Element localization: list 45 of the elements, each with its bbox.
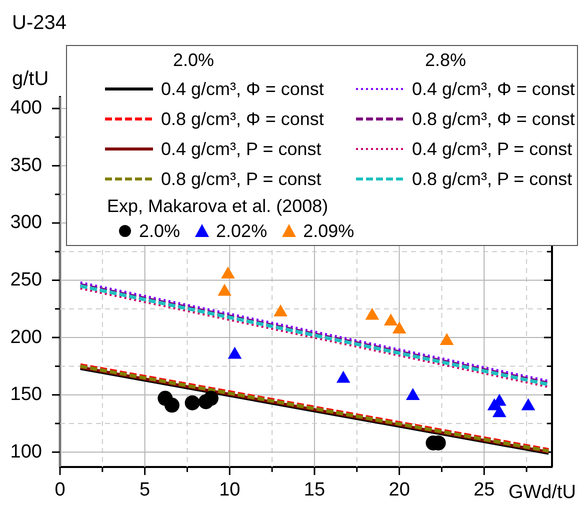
legend-label: 0.8 g/cm³, P = const (412, 168, 572, 190)
y-axis-title: g/tU (12, 68, 49, 91)
legend-label: 0.4 g/cm³, Φ = const (161, 78, 324, 100)
legend-label: 0.4 g/cm³, P = const (161, 138, 322, 160)
y-tick-label: 250 (10, 270, 42, 291)
chart-title: U-234 (12, 12, 66, 35)
text: 2.0% (172, 49, 215, 72)
y-tick-label: 100 (10, 441, 42, 462)
point (406, 388, 420, 400)
x-tick-label: 10 (219, 480, 240, 501)
point (336, 371, 350, 383)
point (274, 304, 288, 316)
point (164, 398, 180, 413)
x-tick-label: 15 (304, 480, 326, 501)
point (392, 322, 406, 334)
y-tick-label: 200 (10, 326, 42, 348)
y-tick-label: 300 (10, 212, 42, 234)
legend-label: 0.4 g/cm³, P = const (412, 138, 572, 160)
legend-label: 0.8 g/cm³, P = const (161, 168, 322, 190)
point (384, 314, 398, 326)
y-tick-label: 400 (10, 98, 42, 119)
point (203, 390, 218, 406)
y-tick-label: 150 (10, 384, 42, 406)
x-tick-label: 20 (388, 480, 410, 501)
x-axis-title: GWd/tU (508, 482, 576, 504)
legend-label: 2.02% (216, 220, 268, 242)
y-tick-label: 350 (10, 154, 42, 176)
point (228, 347, 242, 359)
legend-label: 0.8 g/cm³, Φ = const (161, 108, 324, 130)
point (440, 333, 454, 345)
point (522, 398, 535, 410)
point (184, 395, 200, 410)
legend-label: 2.09% (303, 220, 354, 242)
x-tick-label: 0 (54, 480, 66, 501)
x-tick-label: 25 (474, 480, 495, 501)
legend-title: Exp, Makarova et al. (2008) (106, 195, 330, 218)
text: 2.8% (424, 49, 467, 72)
legend-label: 0.8 g/cm³, Φ = const (412, 108, 575, 130)
point (492, 406, 506, 418)
point (221, 267, 235, 279)
legend-label: 0.4 g/cm³, Φ = const (412, 78, 575, 100)
legend-label: 2.0% (139, 220, 180, 242)
x-tick-label: 5 (140, 480, 150, 501)
point (218, 284, 232, 296)
point (366, 308, 379, 320)
